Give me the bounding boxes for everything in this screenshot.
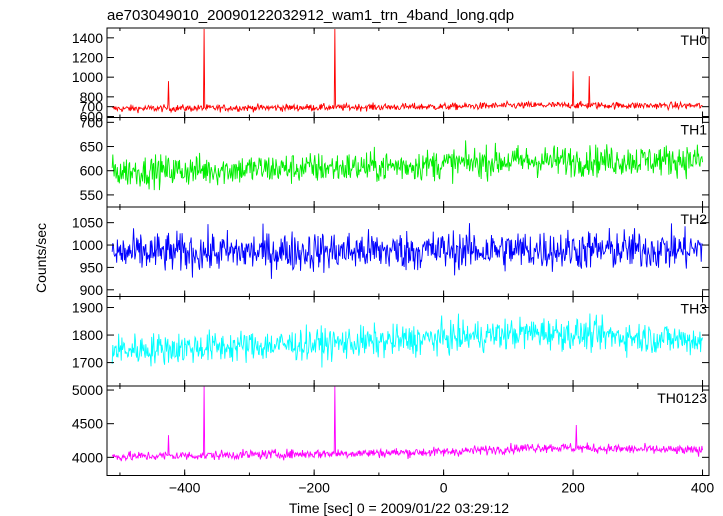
y-tick-label: 1050 [72,215,103,231]
y-tick-label: 1000 [72,237,103,253]
y-axis-label: Counts/sec [33,223,49,293]
x-tick-label: 0 [440,480,448,496]
series-line-th1 [111,140,703,191]
y-tick-label: 900 [80,282,104,298]
x-tick-label: −200 [298,480,330,496]
y-tick-label: 950 [80,259,104,275]
y-tick-label: 1800 [72,327,103,343]
panel-th3: 1700 1800 1900 TH3 [72,296,710,387]
y-tick-label: 1400 [72,30,103,46]
y-tick-label: 550 [80,187,104,203]
series-label-th2: TH2 [681,211,708,227]
series-line-th3 [111,313,703,368]
chart-title: ae703049010_20090122032912_wam1_trn_4ban… [107,7,514,24]
panel-th1: 550 600 650 700 TH1 [80,114,710,208]
x-tick-label: 200 [561,480,585,496]
y-tick-label: 600 [80,109,104,125]
series-label-th1: TH1 [681,122,708,138]
y-tick-label: 1000 [72,69,103,85]
y-tick-label: 800 [80,89,104,105]
y-tick-label: 1200 [72,50,103,66]
x-tick-label: −400 [169,480,201,496]
y-tick-label: 600 [80,163,104,179]
x-tick-label: 400 [691,480,715,496]
y-tick-label: 4500 [72,416,103,432]
series-label-th0: TH0 [681,32,708,48]
y-tick-label: 4000 [72,449,103,465]
series-line-th2 [111,223,703,279]
series-label-th0123: TH0123 [657,390,707,406]
series-line-th0 [111,28,703,114]
y-tick-label: 700 [80,114,104,130]
y-tick-label: 700 [80,99,104,115]
x-axis-label: Time [sec] 0 = 2009/01/22 03:29:12 [289,500,509,516]
y-tick-label: 5000 [72,382,103,398]
panel-th0123: 4000 4500 5000 TH0123 −400 −200 0 200 400 [72,382,715,495]
y-tick-label: 1900 [72,300,103,316]
y-tick-label: 1700 [72,355,103,371]
series-label-th3: TH3 [681,301,708,317]
panel-frame [106,385,710,476]
y-tick-label: 650 [80,139,104,155]
series-line-th0123 [111,386,703,462]
panel-th2: 900 950 1000 1050 TH2 [72,206,710,298]
